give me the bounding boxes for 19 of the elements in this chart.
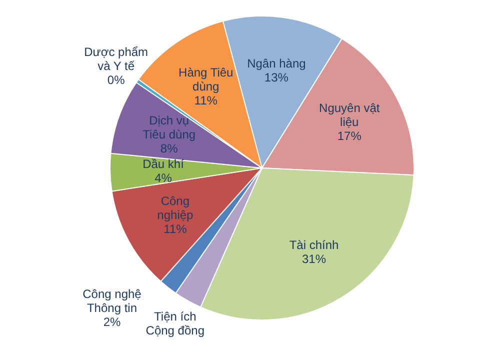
data-label: 4% [154,170,172,185]
data-label: 8% [160,141,178,156]
slice-label: Hàng Tiêu dùng [178,66,234,94]
slice-label: Dược phẩm và Y tế [84,45,148,74]
data-label: 13% [264,70,289,84]
slice-label: Tài chính [289,238,339,252]
data-label: 0% [107,73,126,88]
slice-label: Công nghiệp [157,194,194,222]
data-label: 11% [194,94,218,108]
slice-label: Dầu khí [142,156,185,171]
slice-label: Ngân hàng [247,56,306,70]
slice-label: Dịch vụ Tiêu dùng [142,113,196,142]
slice-label: Công nghệ Thông tin [82,286,142,315]
data-label: 17% [337,128,362,143]
slice-label: Tiện ích Cộng đồng [146,309,204,338]
data-label: 11% [164,222,188,236]
data-label: 31% [302,252,326,266]
data-label: 2% [103,314,121,329]
slice-label: Nguyên vật liệu [319,100,380,129]
